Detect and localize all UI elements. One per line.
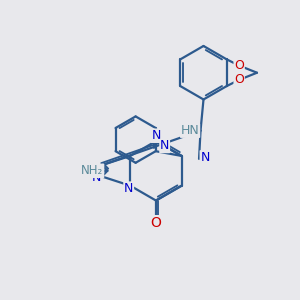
- Text: N: N: [200, 151, 210, 164]
- Text: NH₂: NH₂: [81, 164, 104, 177]
- Text: N: N: [92, 172, 101, 184]
- Text: N: N: [160, 140, 169, 152]
- Text: HN: HN: [181, 124, 200, 137]
- Text: O: O: [234, 59, 244, 72]
- Text: O: O: [151, 216, 161, 230]
- Text: N: N: [151, 129, 160, 142]
- Text: O: O: [234, 74, 244, 86]
- Text: N: N: [124, 182, 134, 195]
